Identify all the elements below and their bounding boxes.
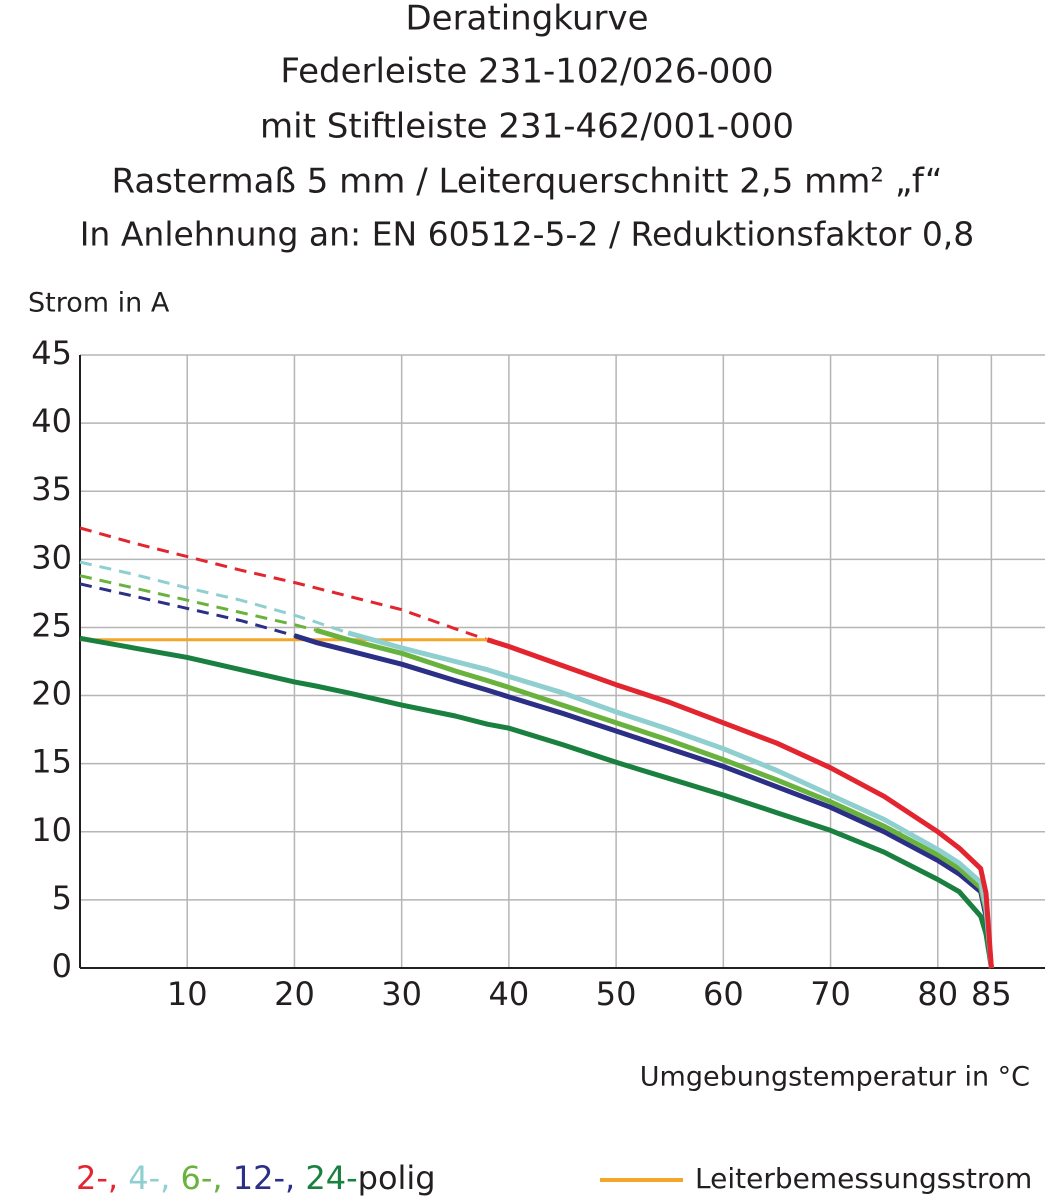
- legend-entry: 24-: [305, 1159, 357, 1197]
- y-tick-label: 5: [52, 879, 72, 917]
- y-tick-label: 40: [31, 402, 72, 440]
- series-line: [79, 635, 994, 969]
- y-tick-label: 35: [31, 470, 72, 508]
- legend: 2-, 4-, 6-, 12-, 24-polig: [76, 1159, 436, 1197]
- extrapolated-line: [79, 526, 488, 642]
- x-tick-label: 10: [167, 975, 208, 1013]
- x-tick-label: 80: [917, 975, 958, 1013]
- chart-title: mit Stiftleiste 231-462/001-000: [260, 107, 794, 147]
- x-tick-label: 70: [810, 975, 851, 1013]
- y-tick-label: 15: [31, 743, 72, 781]
- chart-title: Rastermaß 5 mm / Leiterquerschnitt 2,5 m…: [111, 162, 942, 202]
- y-tick-label: 10: [31, 811, 72, 849]
- series-line: [486, 637, 994, 969]
- x-tick-label: 50: [596, 975, 637, 1013]
- y-tick-label: 25: [31, 606, 72, 644]
- legend-entry: 2-,: [76, 1159, 118, 1197]
- x-tick-label: 40: [489, 975, 530, 1013]
- x-tick-label: 60: [703, 975, 744, 1013]
- x-axis-label: Umgebungstemperatur in °C: [640, 1062, 1030, 1093]
- extrapolated-line: [79, 582, 295, 638]
- series-line: [293, 633, 994, 969]
- y-tick-label: 20: [31, 675, 72, 713]
- legend-suffix: polig: [358, 1159, 436, 1197]
- series-line: [347, 630, 994, 969]
- extrapolated-line: [79, 574, 317, 632]
- x-tick-label: 30: [381, 975, 422, 1013]
- x-tick-label: 85: [971, 975, 1012, 1013]
- y-tick-label: 45: [31, 334, 72, 372]
- y-tick-label: 30: [31, 538, 72, 576]
- series-line: [315, 627, 994, 969]
- legend-entry: 6-,: [181, 1159, 223, 1197]
- y-tick-label: 0: [52, 947, 72, 985]
- x-tick-label: 20: [274, 975, 315, 1013]
- chart-title: Deratingkurve: [405, 0, 648, 39]
- y-axis-label: Strom in A: [28, 288, 170, 319]
- legend-entry: 12-,: [233, 1159, 295, 1197]
- chart-title: Federleiste 231-102/026-000: [280, 52, 773, 92]
- legend-entry: 4-,: [128, 1159, 170, 1197]
- chart-title: In Anlehnung an: EN 60512-5-2 / Reduktio…: [80, 215, 975, 254]
- extrapolated-line: [79, 560, 349, 635]
- legend-entry: Leiterbemessungsstrom: [695, 1162, 1032, 1195]
